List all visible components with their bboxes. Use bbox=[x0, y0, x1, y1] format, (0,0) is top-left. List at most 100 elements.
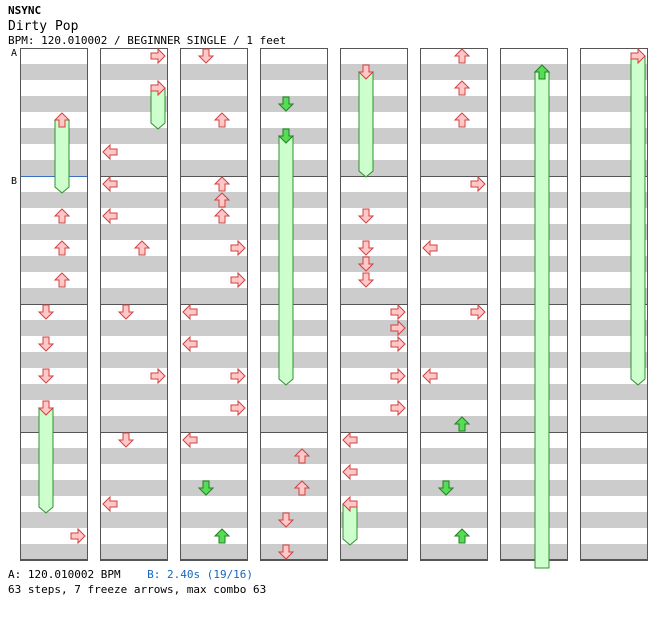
beat-stripe bbox=[500, 480, 568, 496]
arrow-left-icon bbox=[342, 495, 358, 513]
arrow-right-icon bbox=[390, 399, 406, 417]
beat-stripe bbox=[100, 416, 168, 432]
beat-stripe bbox=[100, 320, 168, 336]
arrow-up-icon bbox=[213, 192, 231, 208]
arrow-right-icon bbox=[470, 303, 486, 321]
beat-stripe bbox=[100, 512, 168, 528]
beat-stripe bbox=[100, 288, 168, 304]
beat-stripe bbox=[420, 384, 488, 400]
arrow-down-icon bbox=[357, 272, 375, 288]
arrow-left-icon bbox=[342, 463, 358, 481]
arrow-up-icon bbox=[213, 528, 231, 544]
beat-stripe bbox=[580, 384, 648, 400]
arrow-up-icon bbox=[453, 80, 471, 96]
freeze-hold bbox=[630, 55, 646, 386]
column-border bbox=[260, 48, 328, 560]
arrow-down-icon bbox=[117, 432, 135, 448]
arrow-down-icon bbox=[197, 48, 215, 64]
arrow-left-icon bbox=[342, 431, 358, 449]
beat-stripe bbox=[420, 128, 488, 144]
arrow-up-icon bbox=[453, 112, 471, 128]
beat-stripe bbox=[260, 288, 328, 304]
song-title: Dirty Pop bbox=[8, 19, 79, 34]
column-border bbox=[180, 48, 248, 560]
beat-stripe bbox=[580, 416, 648, 432]
arrow-right-icon bbox=[70, 527, 86, 545]
beat-stripe bbox=[20, 96, 88, 112]
arrow-left-icon bbox=[102, 495, 118, 513]
beat-stripe bbox=[420, 512, 488, 528]
beat-stripe bbox=[340, 352, 408, 368]
beat-stripe bbox=[260, 352, 328, 368]
footer-a-info: A: 120.010002 BPM bbox=[8, 568, 121, 581]
chart-column bbox=[100, 48, 168, 561]
arrow-down-icon bbox=[277, 96, 295, 112]
arrow-down-icon bbox=[357, 208, 375, 224]
beat-stripe bbox=[260, 96, 328, 112]
beat-stripe bbox=[20, 512, 88, 528]
beat-stripe bbox=[500, 352, 568, 368]
beat-stripe bbox=[260, 64, 328, 80]
arrow-right-icon bbox=[230, 399, 246, 417]
beat-stripe bbox=[100, 64, 168, 80]
arrow-left-icon bbox=[102, 143, 118, 161]
arrow-up-icon bbox=[53, 272, 71, 288]
arrow-right-icon bbox=[390, 367, 406, 385]
arrow-up-icon bbox=[453, 528, 471, 544]
arrow-up-icon bbox=[453, 48, 471, 64]
arrow-left-icon bbox=[182, 431, 198, 449]
beat-stripe bbox=[420, 288, 488, 304]
arrow-down-icon bbox=[357, 64, 375, 80]
beat-stripe bbox=[420, 544, 488, 560]
arrow-down-icon bbox=[357, 256, 375, 272]
beat-stripe bbox=[100, 128, 168, 144]
arrow-right-icon bbox=[150, 47, 166, 65]
arrow-down-icon bbox=[357, 240, 375, 256]
beat-stripe bbox=[100, 544, 168, 560]
beat-stripe bbox=[180, 192, 248, 208]
arrow-up-icon bbox=[213, 176, 231, 192]
beat-stripe bbox=[20, 416, 88, 432]
freeze-hold bbox=[54, 119, 70, 194]
arrow-up-icon bbox=[133, 240, 151, 256]
arrow-left-icon bbox=[182, 335, 198, 353]
beat-stripe bbox=[260, 128, 328, 144]
beat-stripe bbox=[500, 384, 568, 400]
arrow-down-icon bbox=[37, 368, 55, 384]
beat-stripe bbox=[580, 512, 648, 528]
beat-stripe bbox=[20, 192, 88, 208]
beat-stripe bbox=[180, 288, 248, 304]
beat-stripe bbox=[260, 544, 328, 560]
arrow-up-icon bbox=[53, 208, 71, 224]
marker-b-label: B bbox=[11, 176, 18, 187]
arrow-right-icon bbox=[230, 367, 246, 385]
beat-stripe bbox=[100, 384, 168, 400]
freeze-hold bbox=[38, 407, 54, 514]
beat-stripe bbox=[580, 480, 648, 496]
beat-stripe bbox=[500, 160, 568, 176]
beat-stripe bbox=[420, 416, 488, 432]
column-border bbox=[500, 48, 568, 560]
beat-stripe bbox=[420, 160, 488, 176]
column-border bbox=[20, 48, 88, 560]
beat-stripe bbox=[20, 448, 88, 464]
arrow-right-icon bbox=[630, 47, 646, 65]
beat-stripe bbox=[260, 224, 328, 240]
freeze-hold bbox=[358, 71, 374, 178]
arrow-right-icon bbox=[230, 239, 246, 257]
column-border bbox=[420, 48, 488, 560]
beat-stripe bbox=[340, 256, 408, 272]
column-border bbox=[580, 48, 648, 560]
arrow-right-icon bbox=[150, 79, 166, 97]
arrow-up-icon bbox=[213, 112, 231, 128]
arrow-left-icon bbox=[182, 303, 198, 321]
marker-a-label: A bbox=[11, 48, 18, 59]
chart-column bbox=[260, 48, 328, 561]
beat-stripe bbox=[340, 64, 408, 80]
beat-stripe bbox=[20, 320, 88, 336]
arrow-up-icon bbox=[293, 480, 311, 496]
beat-stripe bbox=[20, 128, 88, 144]
arrow-up-icon bbox=[53, 240, 71, 256]
beat-stripe bbox=[100, 256, 168, 272]
arrow-right-icon bbox=[470, 175, 486, 193]
